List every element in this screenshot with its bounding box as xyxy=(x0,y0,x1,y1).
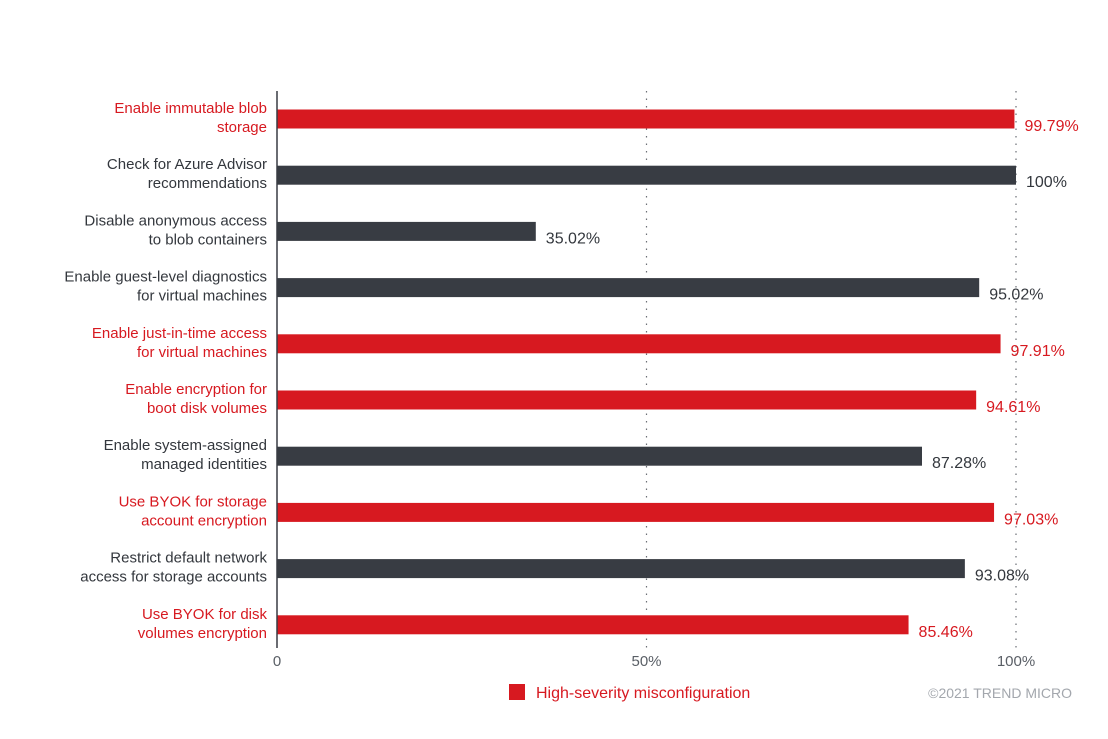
category-label-line: Disable anonymous access xyxy=(84,212,267,229)
category-label-0: Enable immutable blob storage xyxy=(114,100,267,136)
bar-8 xyxy=(277,559,965,579)
category-label-line: volumes encryption xyxy=(138,625,267,642)
category-label-line: storage xyxy=(217,119,267,136)
category-label-line: boot disk volumes xyxy=(147,400,267,417)
category-label-line: to blob containers xyxy=(149,231,267,248)
bar-2 xyxy=(277,221,536,241)
category-label-line: Enable system-assigned xyxy=(104,437,267,454)
category-labels: Enable immutable blob storage Check for Az… xyxy=(64,100,267,642)
value-label-1: 100% xyxy=(1026,174,1067,191)
category-label-3: Enable guest-level diagnostics for virtua… xyxy=(64,269,267,305)
category-label-line: Enable guest-level diagnostics xyxy=(64,269,267,286)
category-label-line: Enable immutable blob xyxy=(114,100,267,117)
category-label-line: Check for Azure Advisor xyxy=(107,156,267,173)
value-label-3: 95.02% xyxy=(989,287,1043,304)
category-label-2: Disable anonymous access to blob containe… xyxy=(84,212,267,248)
bar-6 xyxy=(277,446,922,466)
x-tick-label-0: 0 xyxy=(273,653,281,670)
value-label-7: 97.03% xyxy=(1004,511,1058,528)
bars-group xyxy=(277,109,1016,635)
bar-3 xyxy=(277,278,980,298)
value-label-5: 94.61% xyxy=(986,399,1040,416)
category-label-4: Enable just-in-time access for virtual ma… xyxy=(92,325,267,361)
legend: High-severity misconfiguration xyxy=(509,684,750,702)
legend-swatch xyxy=(509,684,525,700)
category-label-line: Use BYOK for disk xyxy=(142,606,268,623)
category-label-5: Enable encryption for boot disk volumes xyxy=(125,381,267,417)
bar-9 xyxy=(277,615,909,635)
category-label-7: Use BYOK for storage account encryption xyxy=(119,493,267,529)
category-label-8: Restrict default network access for stora… xyxy=(80,550,267,586)
bar-0 xyxy=(277,109,1015,129)
value-label-4: 97.91% xyxy=(1011,343,1065,360)
category-label-line: managed identities xyxy=(141,456,267,473)
bar-5 xyxy=(277,390,977,410)
x-tick-label-2: 100% xyxy=(997,653,1035,670)
value-label-2: 35.02% xyxy=(546,230,600,247)
category-label-line: Enable just-in-time access xyxy=(92,325,267,342)
x-tick-label-1: 50% xyxy=(631,653,661,670)
value-labels: 99.79% 100% 35.02% 95.02% 97.91% 94.61% 87.28%… xyxy=(546,118,1079,641)
bar-1 xyxy=(277,165,1016,185)
category-label-line: Enable encryption for xyxy=(125,381,267,398)
x-tick-labels: 0 50% 100% xyxy=(273,653,1035,670)
category-label-line: access for storage accounts xyxy=(80,569,267,586)
copyright-text: ©2021 TREND MICRO xyxy=(928,685,1072,701)
value-label-0: 99.79% xyxy=(1024,118,1078,135)
category-label-line: Use BYOK for storage xyxy=(119,493,267,510)
value-label-8: 93.08% xyxy=(975,568,1029,585)
category-label-line: recommendations xyxy=(148,175,267,192)
bar-7 xyxy=(277,502,995,522)
category-label-line: Restrict default network xyxy=(110,550,267,567)
category-label-6: Enable system-assigned managed identities xyxy=(104,437,267,473)
category-label-line: for virtual machines xyxy=(137,288,267,305)
value-label-6: 87.28% xyxy=(932,455,986,472)
category-label-line: account encryption xyxy=(141,512,267,529)
category-label-1: Check for Azure Advisor recommendations xyxy=(107,156,267,192)
bar-4 xyxy=(277,334,1001,354)
category-label-9: Use BYOK for disk volumes encryption xyxy=(138,606,268,642)
category-label-line: for virtual machines xyxy=(137,344,267,361)
legend-label: High-severity misconfiguration xyxy=(536,685,750,702)
grid-lines xyxy=(645,91,1017,648)
value-label-9: 85.46% xyxy=(919,624,973,641)
